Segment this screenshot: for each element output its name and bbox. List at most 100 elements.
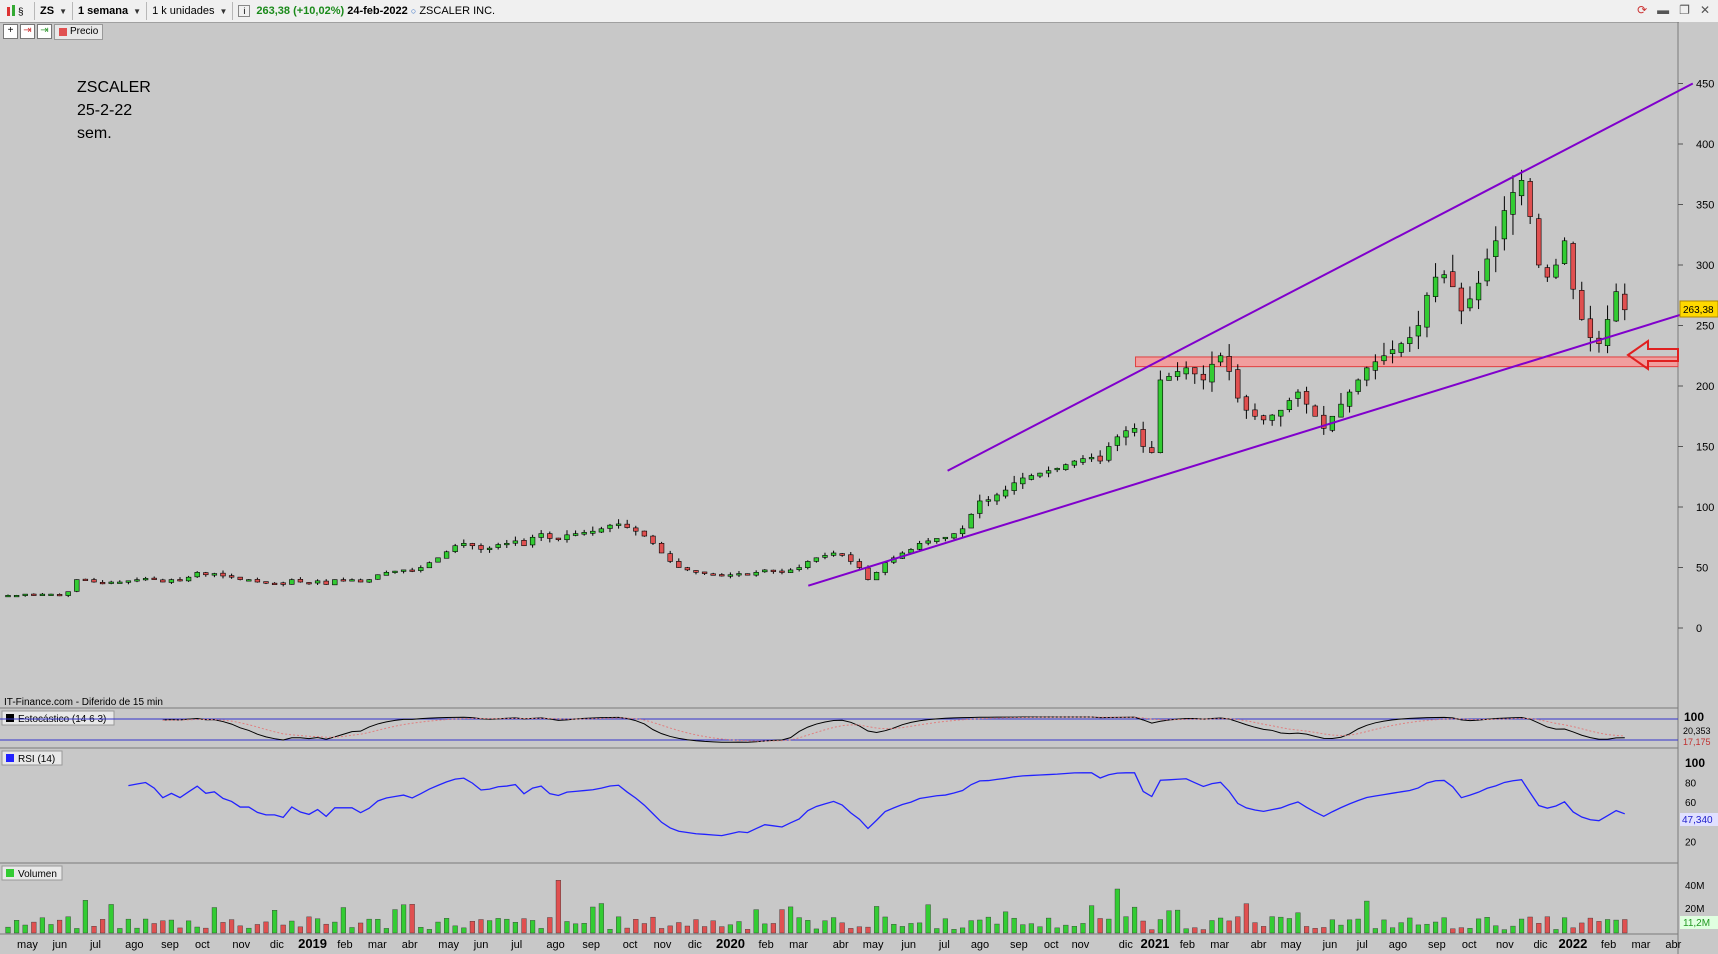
volume-value: 11,2M: [1683, 918, 1710, 929]
volume-bar: [1295, 912, 1301, 934]
time-label: jul: [510, 939, 522, 951]
volume-bar: [796, 917, 802, 934]
rsi-label: RSI (14): [18, 754, 55, 765]
export-icon[interactable]: ⇥: [37, 24, 52, 39]
candle-body: [865, 567, 871, 580]
candle-body: [1252, 409, 1258, 417]
candle-body: [1372, 361, 1379, 371]
candle-body: [375, 574, 381, 580]
candle-body: [1613, 291, 1619, 322]
volume-bar: [1132, 906, 1138, 934]
interval-selector[interactable]: 1 semana ▼: [73, 2, 148, 20]
candle-body: [1518, 180, 1525, 197]
price-tick-label: 350: [1696, 200, 1714, 212]
candle-body: [478, 545, 484, 550]
stoch-k-line: [162, 716, 1625, 743]
volume-value-tag: [1680, 916, 1718, 929]
volume-bar: [1312, 928, 1318, 934]
chart-icon[interactable]: §: [0, 2, 35, 20]
volume-bar: [951, 929, 957, 934]
time-label: abr: [1251, 939, 1267, 951]
volume-bar: [117, 928, 123, 934]
candle-body: [254, 579, 261, 583]
candle-body: [1432, 276, 1439, 297]
volume-bar: [100, 919, 106, 934]
info-icon[interactable]: i: [238, 5, 251, 17]
candle-body: [590, 530, 596, 534]
candle-body: [1192, 367, 1198, 375]
volume-bar: [1458, 927, 1464, 934]
volume-bar: [1415, 924, 1421, 934]
candle-body: [314, 580, 321, 584]
time-label: jun: [900, 939, 916, 951]
volume-bar: [237, 925, 243, 934]
candle-body: [787, 569, 794, 573]
candle-body: [452, 545, 458, 552]
volume-bar: [1278, 916, 1284, 934]
volume-bar: [461, 927, 467, 934]
volume-bar: [667, 925, 673, 934]
candle-body: [684, 567, 691, 571]
candle-body: [435, 557, 441, 563]
volume-bar: [1321, 927, 1327, 934]
volume-bar: [1381, 919, 1387, 934]
volume-bar: [1493, 925, 1499, 934]
time-label: abr: [402, 939, 418, 951]
time-label: oct: [1462, 939, 1477, 951]
volume-bar: [160, 920, 166, 934]
candle-body: [271, 582, 278, 585]
last-price-tag: [1679, 300, 1718, 318]
price-legend[interactable]: Precio: [54, 23, 104, 40]
candle-body: [710, 573, 716, 576]
svg-text:§: §: [18, 7, 24, 18]
volume-bar: [1046, 917, 1052, 934]
candle-body: [486, 547, 493, 550]
volume-label: Volumen: [18, 869, 57, 880]
candle-body: [916, 542, 923, 550]
time-label: dic: [270, 939, 285, 951]
candle-body: [1561, 240, 1568, 264]
symbol-selector[interactable]: ZS ▼: [35, 2, 73, 20]
volume-bar: [693, 919, 699, 934]
volume-bar: [719, 926, 725, 934]
time-label: sep: [1010, 939, 1028, 951]
refresh-icon[interactable]: ⟳: [1637, 3, 1648, 17]
candle-body: [1381, 355, 1387, 362]
candle-body: [1295, 391, 1301, 399]
candle-body: [985, 499, 992, 502]
time-label: feb: [337, 939, 352, 951]
candle-body: [5, 595, 11, 598]
volume-bar: [1192, 927, 1198, 934]
candle-body: [744, 573, 751, 576]
candle-body: [727, 574, 734, 577]
units-selector[interactable]: 1 k unidades ▼: [147, 2, 234, 20]
volume-bar: [865, 926, 871, 934]
close-icon[interactable]: ✕: [1699, 3, 1710, 17]
volume-bar: [1252, 922, 1258, 934]
candle-body: [667, 553, 673, 562]
add-icon[interactable]: +: [3, 24, 18, 39]
candle-body: [1346, 391, 1353, 407]
annotation-line1: ZSCALER: [77, 79, 151, 96]
candles: [5, 169, 1628, 598]
candle-body: [564, 534, 570, 541]
candle-body: [830, 552, 837, 556]
minimize-icon[interactable]: ▬: [1657, 3, 1670, 17]
candle-body: [994, 494, 1000, 502]
volume-bar: [151, 923, 157, 934]
volume-bar: [745, 929, 751, 934]
volume-bar: [521, 918, 527, 934]
volume-bar: [332, 921, 338, 934]
candle-body: [392, 570, 398, 573]
remove-icon[interactable]: ⇥: [20, 24, 35, 39]
volume-bar: [108, 904, 114, 934]
candle-body: [1321, 414, 1327, 429]
chevron-down-icon: ▼: [219, 6, 228, 16]
candle-body: [1484, 258, 1490, 282]
quote-date: 24-feb-2022: [347, 5, 408, 17]
candle-body: [1071, 460, 1078, 466]
candle-body: [237, 576, 243, 580]
volume-bar: [1587, 917, 1593, 934]
volume-bar: [650, 916, 656, 934]
restore-icon[interactable]: ❐: [1679, 3, 1690, 17]
